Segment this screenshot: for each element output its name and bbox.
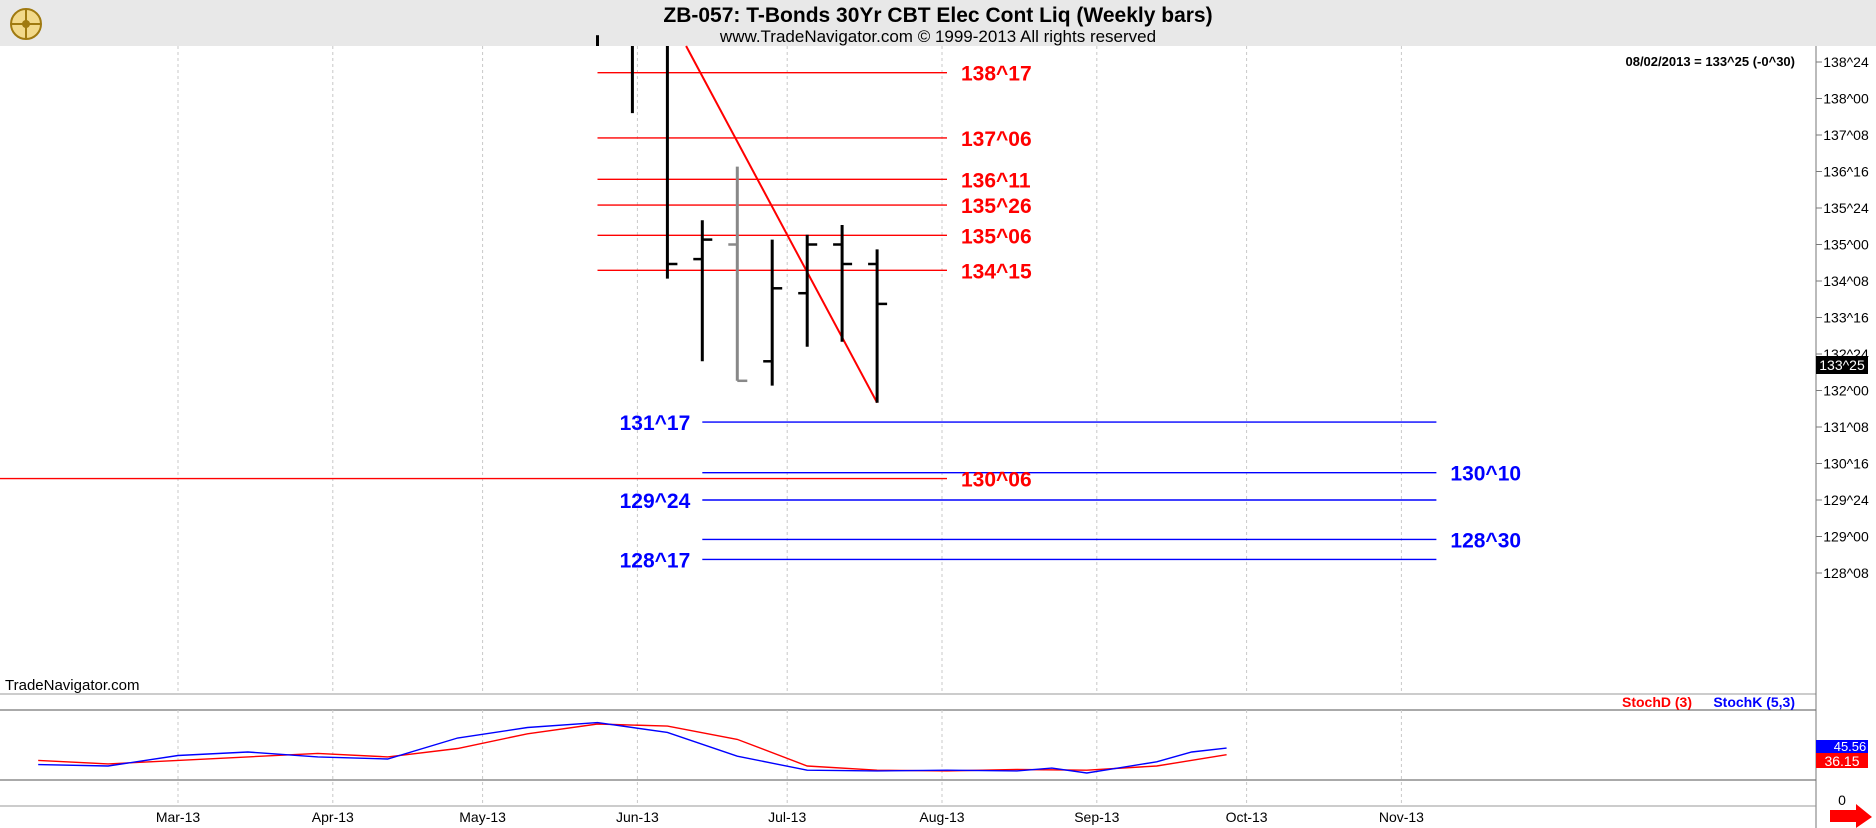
x-tick-label: Sep-13	[1074, 809, 1119, 825]
y-tick-label: 134^08	[1823, 273, 1869, 289]
price-gridlines	[177, 46, 1402, 694]
scroll-right-arrow-icon[interactable]	[1830, 804, 1872, 828]
stochd-value: 36.15	[1824, 753, 1859, 769]
x-tick-label: Nov-13	[1379, 809, 1424, 825]
header-band	[0, 0, 1876, 46]
level-label: 138^17	[961, 63, 1032, 86]
price-bars	[596, 35, 888, 403]
x-tick-label: Jul-13	[768, 809, 806, 825]
y-tick-label: 133^16	[1823, 310, 1869, 326]
current-price-box	[1816, 356, 1868, 374]
stochk-value-box	[1816, 740, 1868, 753]
last-quote: 08/02/2013 = 133^25 (-0^30)	[1625, 54, 1795, 69]
watermark: TradeNavigator.com	[5, 677, 140, 694]
y-tick-label: 135^24	[1823, 200, 1869, 216]
chart-subtitle: www.TradeNavigator.com © 1999-2013 All r…	[719, 27, 1156, 46]
x-tick-label: Oct-13	[1226, 809, 1268, 825]
x-tick-label: Mar-13	[156, 809, 201, 825]
chart-title: ZB-057: T-Bonds 30Yr CBT Elec Cont Liq (…	[663, 4, 1212, 27]
y-tick-label: 131^08	[1823, 419, 1869, 435]
level-label: 135^26	[961, 195, 1032, 218]
x-tick-label: May-13	[459, 809, 506, 825]
y-tick-label: 136^16	[1823, 164, 1869, 180]
logo-icon	[10, 8, 42, 40]
x-tick-label: Apr-13	[312, 809, 354, 825]
level-label: 130^06	[961, 469, 1032, 492]
x-tick-label: Jun-13	[616, 809, 659, 825]
y-tick-label: 138^00	[1823, 91, 1869, 107]
indicator-zero-label: 0	[1838, 792, 1846, 808]
x-axis: Mar-13 Apr-13 May-13 Jun-13 Jul-13 Aug-13 Sep-…	[156, 809, 1424, 825]
level-label: 135^06	[961, 225, 1032, 248]
level-label: 128^30	[1450, 529, 1521, 552]
price-levels	[0, 71, 1437, 561]
level-label: 137^06	[961, 128, 1032, 151]
stochk-line	[38, 721, 1227, 774]
x-tick-label: Aug-13	[919, 809, 964, 825]
y-tick-label: 128^08	[1823, 565, 1869, 581]
legend-stochk: StochK (5,3)	[1713, 694, 1795, 710]
y-tick-label: 129^00	[1823, 529, 1869, 545]
trendline	[685, 45, 878, 404]
y-tick-label: 132^00	[1823, 383, 1869, 399]
stochk-value: 45.56	[1834, 739, 1867, 754]
stochd-value-box	[1816, 753, 1868, 768]
level-label: 130^10	[1450, 463, 1521, 486]
current-price-label: 133^25	[1819, 357, 1865, 373]
y-tick-label: 138^24	[1823, 54, 1869, 70]
y-tick-label: 130^16	[1823, 456, 1869, 472]
level-label: 131^17	[620, 412, 691, 435]
indicator-lines	[38, 721, 1227, 774]
trendline-segment	[685, 45, 878, 404]
level-label: 136^11	[961, 169, 1031, 192]
legend-stochd: StochD (3)	[1622, 694, 1692, 710]
y-tick-label: 137^08	[1823, 127, 1869, 143]
y-axis: 138^24 138^00 137^08 136^16 135^24 135^00 134^…	[1816, 54, 1869, 581]
level-label: 128^17	[620, 549, 691, 572]
level-label: 134^15	[961, 260, 1032, 283]
level-label: 129^24	[620, 490, 691, 513]
y-tick-label: 135^00	[1823, 237, 1869, 253]
y-tick-label: 129^24	[1823, 492, 1869, 508]
price-level-labels: 138^17 137^06 136^11 135^26 135^06 134^15 131^…	[620, 63, 1521, 573]
